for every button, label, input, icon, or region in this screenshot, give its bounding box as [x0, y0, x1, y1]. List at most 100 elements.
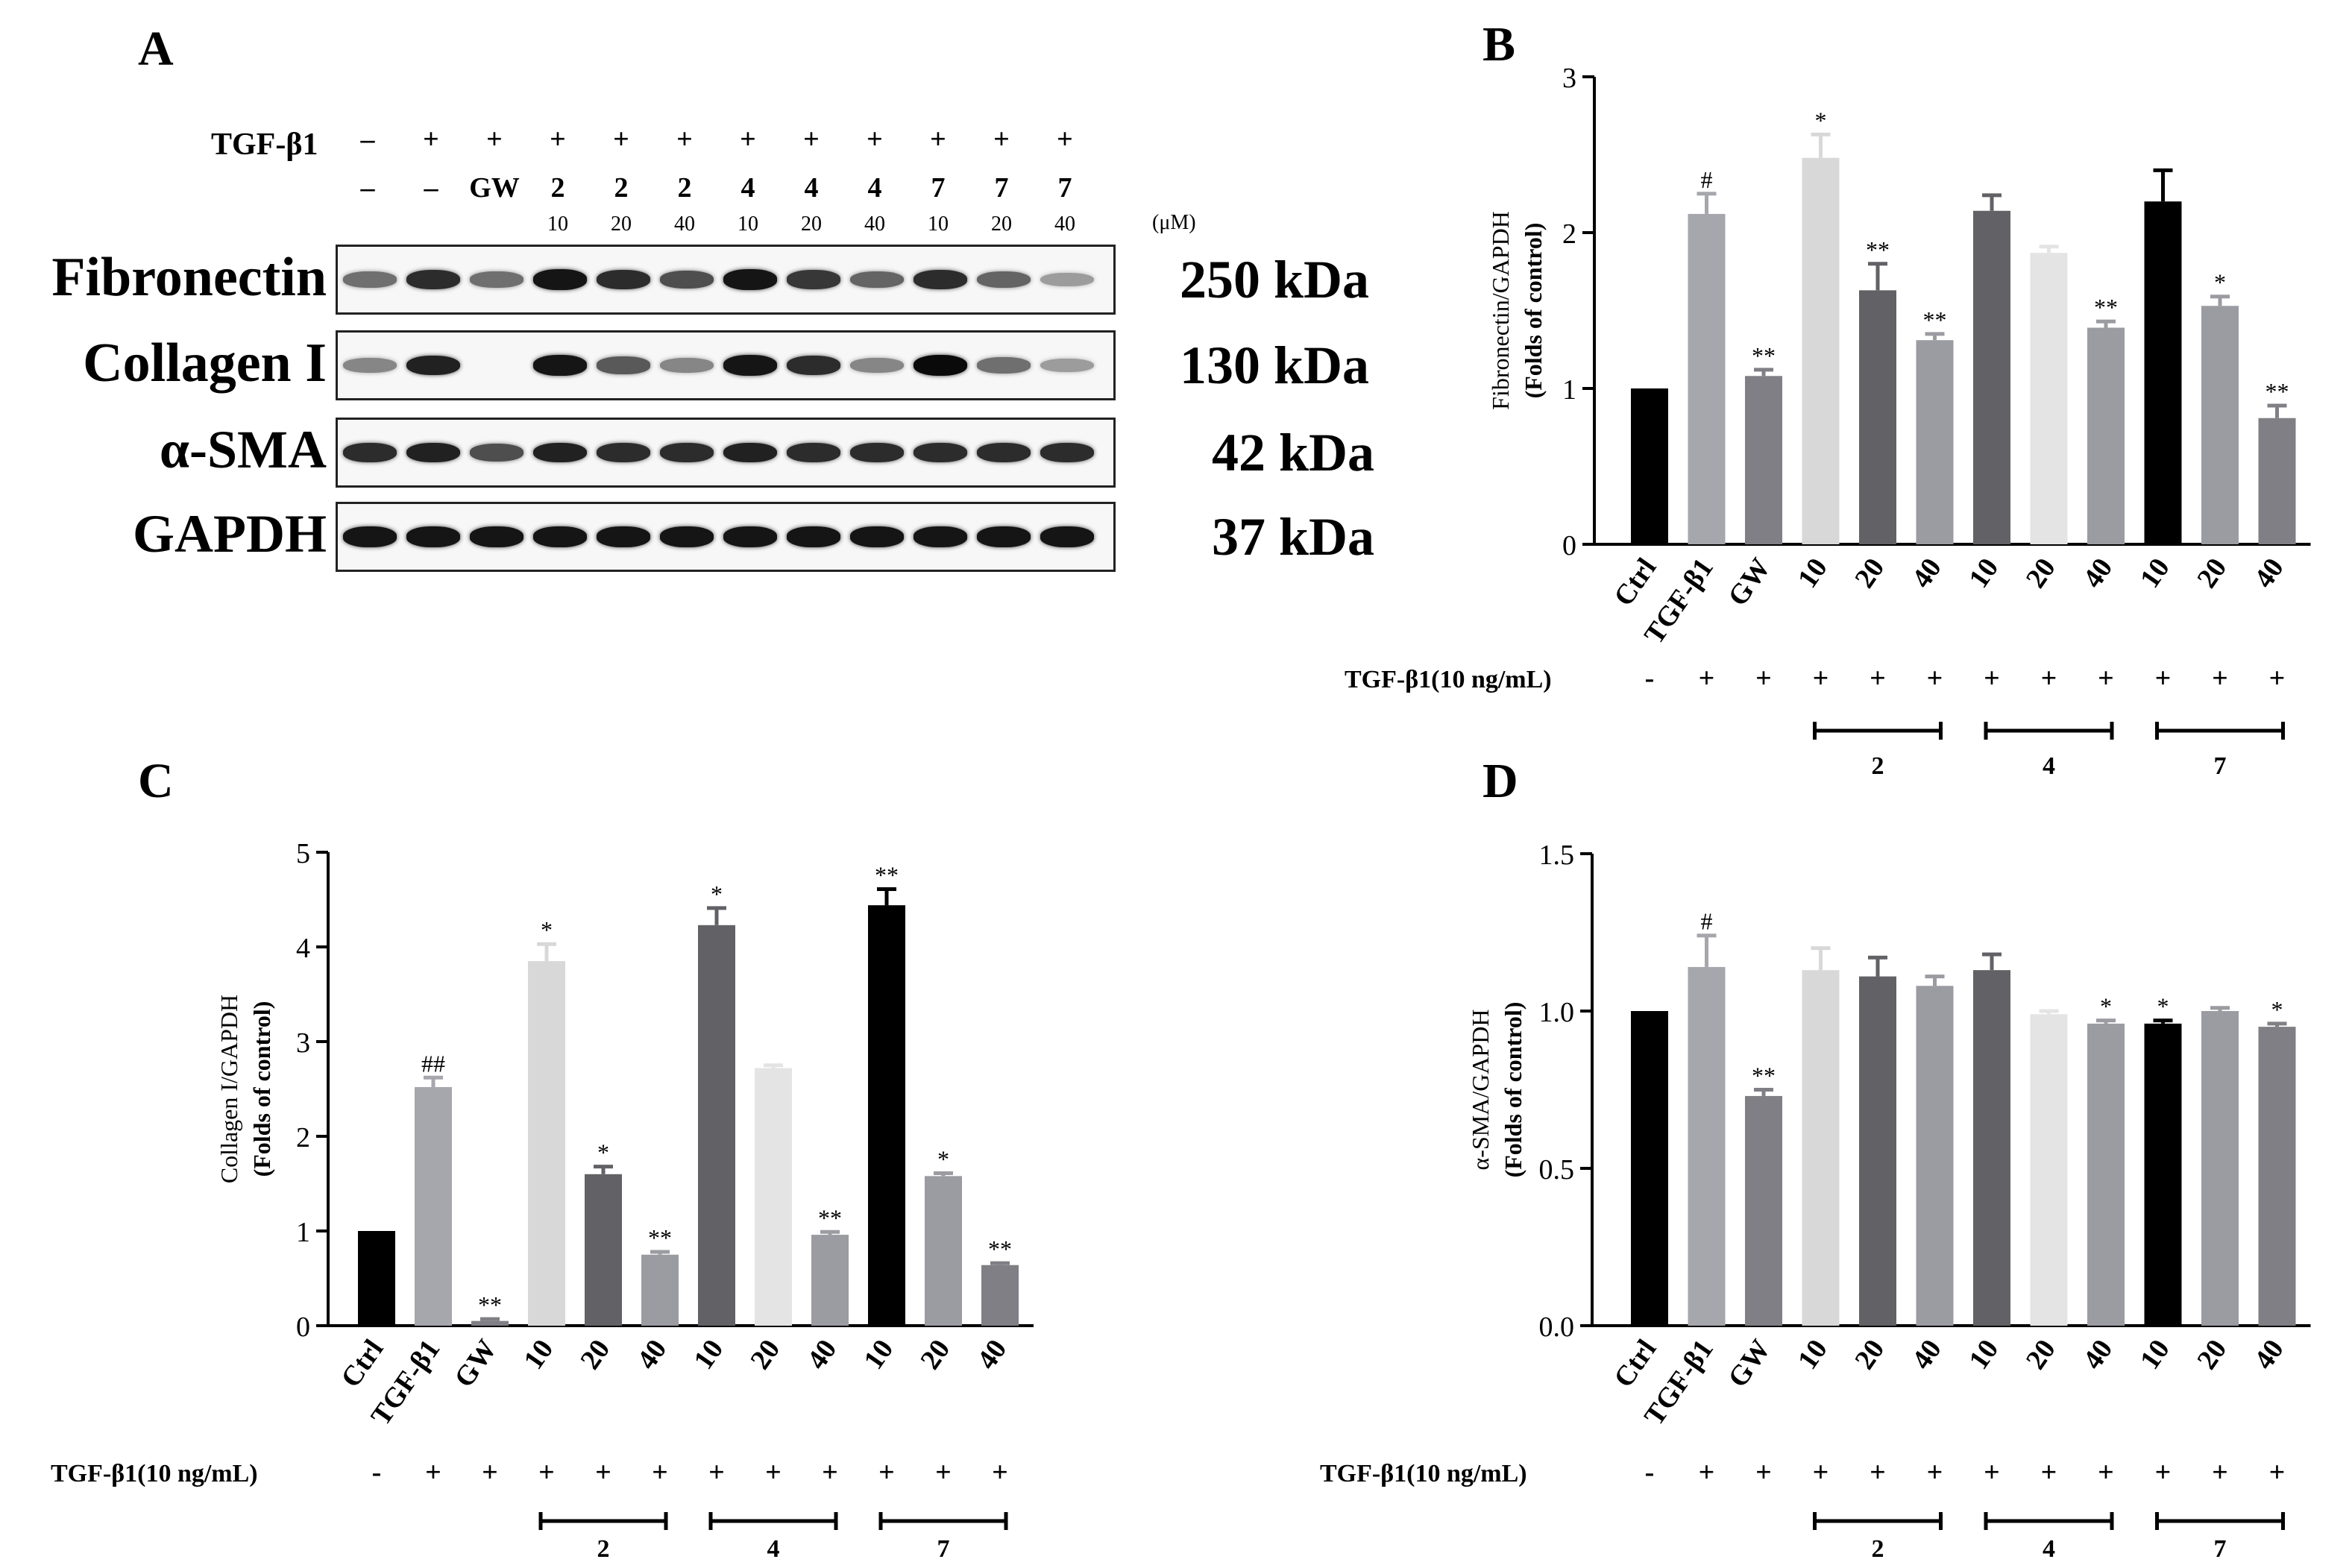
wb-band	[914, 270, 967, 289]
wb-protein-label: Collagen I	[83, 333, 327, 394]
bar	[415, 1086, 452, 1326]
wb-lane-concentration: 20	[611, 212, 632, 236]
wb-lane-tgf-sign: –	[360, 124, 375, 155]
wb-lane-concentration: 20	[991, 212, 1012, 236]
x-tick-label: 20	[1849, 1334, 1890, 1375]
group-label: 4	[2043, 752, 2055, 780]
treatment-sign: +	[482, 1457, 498, 1488]
significance-mark: **	[1752, 1062, 1776, 1089]
significance-mark: ##	[421, 1050, 445, 1077]
wb-band	[787, 443, 840, 462]
treatment-sign: +	[1755, 663, 1772, 694]
panel-letter-b: B	[1482, 17, 1516, 72]
treatment-sign: -	[1645, 663, 1655, 694]
significance-mark: *	[2157, 993, 2169, 1020]
bar	[925, 1176, 962, 1326]
wb-lane-drug: 7	[994, 172, 1009, 204]
bar	[1859, 976, 1896, 1326]
x-tick-label: 40	[2248, 1334, 2290, 1375]
wb-blot-strip	[336, 418, 1116, 488]
bar	[698, 925, 735, 1326]
x-tick-label: 20	[2191, 552, 2233, 593]
treatment-label: TGF-β1(10 ng/mL)	[1345, 666, 1552, 693]
treatment-sign: +	[708, 1457, 725, 1488]
wb-band	[787, 526, 840, 547]
bar	[641, 1254, 679, 1326]
significance-mark: **	[2265, 378, 2289, 405]
treatment-sign: +	[2155, 1457, 2172, 1488]
wb-lane-drug: –	[424, 172, 438, 204]
treatment-sign: +	[1813, 663, 1829, 694]
wb-band	[1040, 358, 1094, 373]
wb-kda-label: 130 kDa	[1180, 336, 1370, 395]
bar	[1631, 388, 1668, 544]
wb-lane-tgf-sign: +	[740, 124, 756, 155]
treatment-sign: +	[1984, 663, 2000, 694]
x-tick-label: 20	[744, 1334, 786, 1375]
x-tick-label: 20	[2020, 552, 2062, 593]
bar	[1973, 210, 2010, 544]
bar	[2087, 1023, 2125, 1326]
wb-lane-tgf-sign: +	[1057, 124, 1073, 155]
bar	[358, 1231, 395, 1326]
wb-blot-strip	[336, 245, 1116, 315]
treatment-sign: +	[1870, 663, 1886, 694]
significance-mark: **	[2094, 294, 2118, 321]
significance-mark: *	[711, 881, 723, 907]
bar	[2087, 327, 2125, 544]
x-tick-label: 10	[858, 1334, 899, 1375]
treatment-sign: +	[878, 1457, 895, 1488]
y-tick-label: 5	[296, 838, 310, 869]
panel-letter-c: C	[138, 754, 174, 808]
y-tick-label: 0	[1562, 530, 1576, 561]
significance-mark: **	[1866, 236, 1890, 263]
wb-band	[533, 526, 587, 547]
y-axis-subtitle: (Folds of control)	[248, 1001, 275, 1177]
wb-lane-drug: 7	[931, 172, 946, 204]
significance-mark: **	[648, 1224, 672, 1251]
bar	[1973, 970, 2010, 1326]
wb-lane-drug: –	[360, 172, 375, 204]
x-tick-label: Ctrl	[335, 1334, 389, 1393]
significance-mark: #	[1701, 908, 1713, 935]
wb-band	[406, 355, 460, 376]
significance-mark: *	[2271, 996, 2283, 1023]
wb-lane-concentration: 10	[738, 212, 758, 236]
wb-lane-drug: 2	[550, 172, 565, 204]
treatment-sign: +	[2041, 1457, 2057, 1488]
x-tick-label: 20	[1849, 552, 1890, 593]
bar	[585, 1174, 622, 1326]
x-tick-label: 40	[801, 1334, 843, 1375]
treatment-sign: +	[652, 1457, 668, 1488]
wb-band	[660, 271, 714, 289]
treatment-sign: +	[2098, 1457, 2114, 1488]
wb-band	[660, 357, 714, 374]
wb-lane-drug: 4	[867, 172, 882, 204]
treatment-sign: +	[2269, 1457, 2286, 1488]
y-axis-subtitle: (Folds of control)	[1500, 1002, 1526, 1178]
bar	[2144, 201, 2182, 544]
wb-lane-tgf-sign: +	[486, 124, 503, 155]
y-tick-label: 3	[296, 1027, 310, 1059]
x-tick-label: 20	[914, 1334, 956, 1375]
panel-letter-d: D	[1482, 754, 1518, 808]
wb-band	[850, 271, 904, 289]
x-tick-label: 10	[1792, 552, 1834, 593]
treatment-sign: +	[1984, 1457, 2000, 1488]
wb-lane-tgf-sign: +	[993, 124, 1010, 155]
y-tick-label: 1.0	[1539, 997, 1575, 1028]
treatment-label: TGF-β1(10 ng/mL)	[1320, 1460, 1527, 1487]
bar	[755, 1068, 792, 1326]
bar	[528, 961, 565, 1326]
x-tick-label: 10	[2134, 1334, 2176, 1375]
wb-band	[343, 357, 397, 374]
x-tick-label: 20	[574, 1334, 616, 1375]
significance-mark: **	[1752, 342, 1776, 369]
x-tick-label: 10	[518, 1334, 559, 1375]
treatment-sign: +	[2098, 663, 2114, 694]
group-label: 7	[937, 1535, 950, 1563]
wb-band	[660, 526, 714, 547]
x-tick-label: 40	[2248, 552, 2290, 593]
y-axis-subtitle: (Folds of control)	[1520, 223, 1547, 399]
treatment-sign: +	[2269, 663, 2286, 694]
